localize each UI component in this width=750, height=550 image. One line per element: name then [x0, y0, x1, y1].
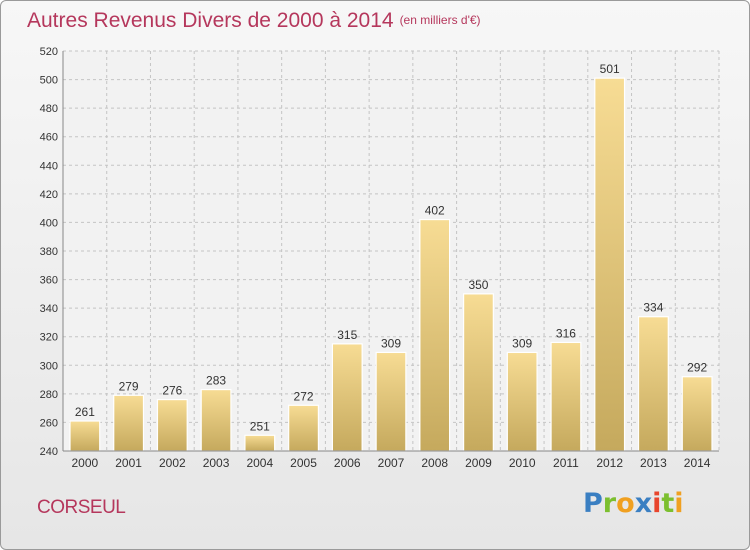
x-tick-label: 2004 — [246, 456, 273, 470]
axis-layer: 240 260 280 300 320 340 360 380 400 420 440 460 480 5… — [40, 46, 719, 470]
data-label: 309 — [512, 336, 532, 350]
y-tick-label: 360 — [40, 275, 58, 287]
data-label: 334 — [643, 301, 663, 315]
bar-2000 — [69, 420, 101, 452]
logo-letter: P — [583, 488, 603, 519]
data-label: 309 — [381, 336, 401, 350]
chart-title-text: Autres Revenus Divers de 2000 à 2014 — [27, 9, 394, 32]
y-tick-label: 340 — [40, 303, 58, 315]
bar-2009 — [462, 293, 494, 452]
y-tick-label: 440 — [40, 160, 58, 172]
proxiti-logo[interactable]: Proxiti — [583, 488, 684, 519]
y-tick-label: 300 — [40, 360, 58, 372]
bar-2014 — [681, 376, 713, 452]
bar-2011 — [550, 341, 582, 452]
bar-2003 — [200, 388, 232, 452]
chart-title: Autres Revenus Divers de 2000 à 2014 (en … — [27, 9, 481, 33]
data-label: 276 — [162, 384, 182, 398]
bar-2010 — [506, 351, 538, 452]
data-label: 316 — [556, 326, 576, 340]
bar-2012 — [594, 77, 626, 452]
data-label: 350 — [468, 278, 488, 292]
y-tick-label: 480 — [40, 103, 58, 115]
bar-2007 — [375, 351, 407, 452]
bar-2004 — [244, 434, 276, 452]
data-label: 402 — [425, 204, 445, 218]
x-tick-label: 2001 — [115, 456, 142, 470]
y-tick-label: 500 — [40, 75, 58, 87]
y-tick-label: 400 — [40, 217, 58, 229]
x-tick-label: 2010 — [509, 456, 536, 470]
x-tick-label: 2008 — [421, 456, 448, 470]
logo-letter: r — [602, 488, 617, 519]
x-tick-label: 2000 — [72, 456, 99, 470]
data-label: 292 — [687, 361, 707, 375]
y-tick-label: 460 — [40, 132, 58, 144]
bar-2013 — [637, 316, 669, 452]
y-tick-label: 280 — [40, 389, 58, 401]
bar-2008 — [419, 218, 451, 452]
data-label: 279 — [119, 379, 139, 393]
y-tick-label: 240 — [40, 446, 58, 458]
data-label: 315 — [337, 328, 357, 342]
x-tick-label: 2011 — [553, 456, 579, 470]
data-label: 272 — [294, 389, 314, 403]
x-tick-label: 2002 — [159, 456, 186, 470]
data-label: 261 — [75, 405, 95, 419]
bar-2002 — [156, 398, 188, 452]
x-tick-label: 2006 — [334, 456, 361, 470]
bar-2005 — [288, 404, 320, 452]
data-label: 251 — [250, 419, 270, 433]
y-tick-label: 420 — [40, 189, 58, 201]
x-tick-label: 2014 — [684, 456, 711, 470]
chart-unit-label: (en milliers d'€) — [399, 13, 481, 27]
y-tick-label: 520 — [40, 46, 58, 58]
data-label: 283 — [206, 374, 226, 388]
x-tick-label: 2005 — [290, 456, 317, 470]
bar-2001 — [113, 394, 145, 452]
y-tick-label: 260 — [40, 417, 58, 429]
x-tick-label: 2007 — [378, 456, 405, 470]
bar-2006 — [331, 343, 363, 452]
commune-name: CORSEUL — [37, 497, 126, 518]
data-label: 501 — [600, 62, 620, 76]
y-tick-label: 320 — [40, 332, 58, 344]
x-tick-label: 2013 — [640, 456, 667, 470]
logo-letter: o — [616, 488, 635, 519]
logo-letter: x — [634, 488, 653, 519]
x-tick-label: 2003 — [203, 456, 230, 470]
bars-layer — [69, 77, 713, 452]
logo-letter: i — [674, 488, 684, 519]
logo-letter: i — [652, 488, 662, 519]
x-tick-label: 2012 — [596, 456, 623, 470]
x-tick-label: 2009 — [465, 456, 492, 470]
y-tick-label: 380 — [40, 246, 58, 258]
logo-letter: t — [661, 488, 675, 519]
